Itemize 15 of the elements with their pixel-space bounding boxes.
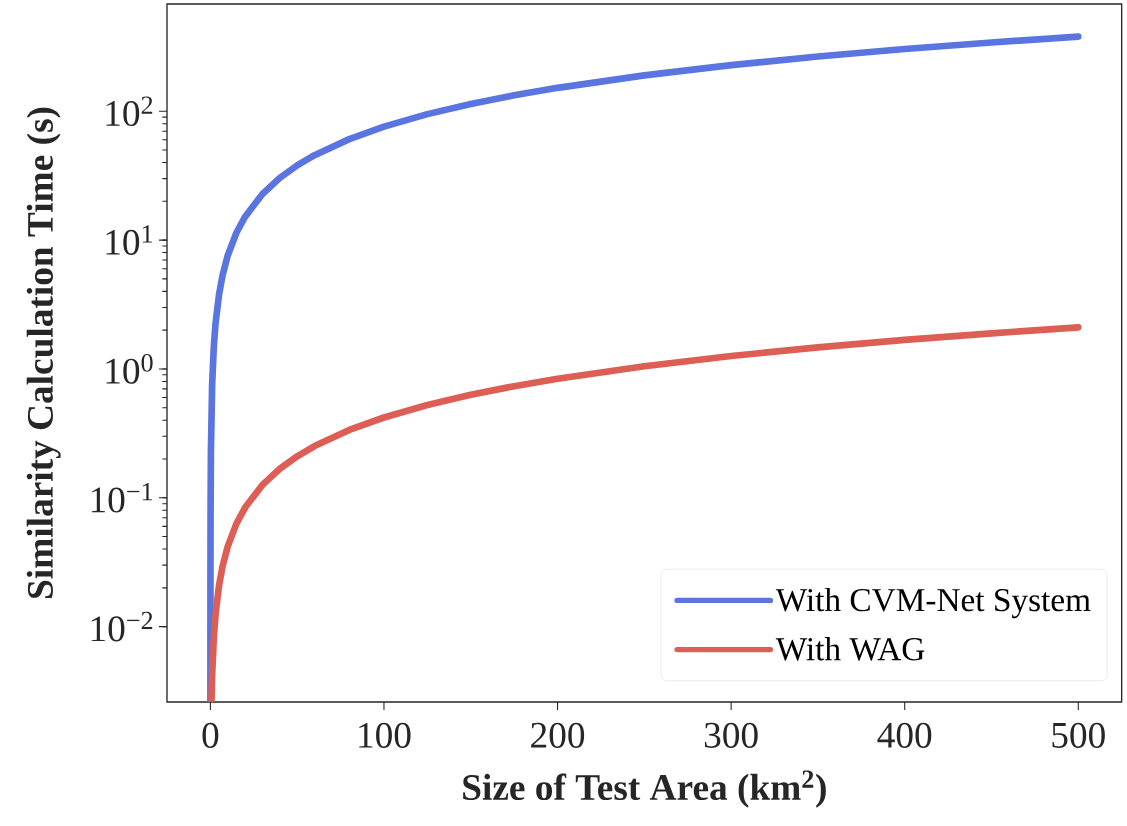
x-tick-label: 500: [1052, 722, 1105, 748]
y-tick-label: 10$^{1}$: [106, 225, 153, 255]
legend-label: With WAG: [775, 637, 925, 661]
y-tick-label: 10$^{0}$: [106, 354, 153, 384]
x-tick-label: 300: [704, 722, 758, 748]
y-axis-title: Similarity Calculation Time (s): [26, 107, 61, 598]
y-tick-label: 10$^{−1}$: [91, 482, 153, 513]
y-tick-label: 10$^{2}$: [106, 96, 153, 127]
x-axis-title: Size of Test Area (km$^{2}$): [463, 770, 826, 808]
x-tick-label: 400: [877, 722, 932, 748]
x-tick-label: 100: [359, 722, 411, 748]
y-tick-label: 10$^{−2}$: [91, 611, 153, 642]
x-tick-label: 200: [531, 722, 585, 748]
x-tick-label: 0: [202, 722, 219, 748]
legend-label: With CVM-Net System: [775, 587, 1091, 619]
